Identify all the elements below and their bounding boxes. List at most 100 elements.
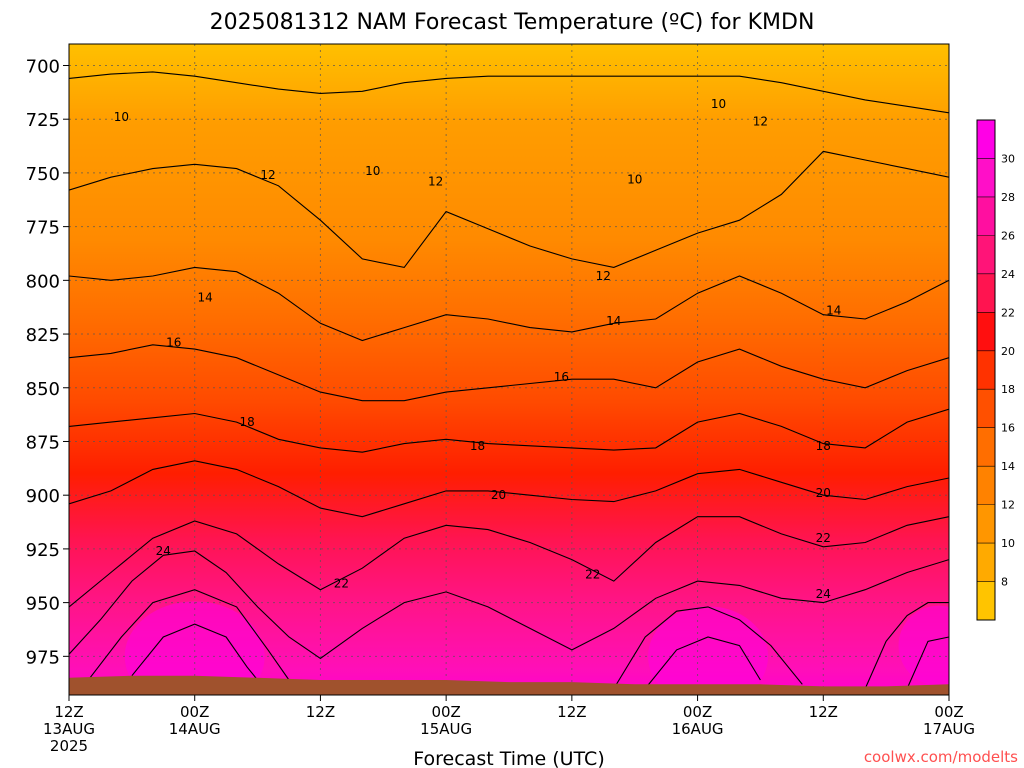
- contour-16-3: [69, 344, 949, 402]
- contour-label-10-0-1: 10: [365, 164, 380, 178]
- contour-14-2: [69, 266, 949, 342]
- y-tick-label-850: 850: [26, 379, 60, 400]
- contour-10-0: [69, 71, 949, 114]
- colorbar-band-11: [977, 158, 995, 197]
- contour-lines: [69, 71, 949, 689]
- colorbar-band-8: [977, 273, 995, 313]
- x-tick-label-48-1: 12Z: [557, 703, 586, 721]
- contour-label-16-3-0: 16: [166, 336, 181, 350]
- contour-label-14-2-0: 14: [198, 291, 213, 305]
- contour-label-10-0-2: 10: [627, 172, 642, 186]
- colorbar-band-4: [977, 427, 995, 467]
- contour-label-12-1-0: 12: [260, 168, 275, 182]
- colorbar-band-5: [977, 389, 995, 428]
- chart-title: 2025081312 NAM Forecast Temperature (ºC)…: [210, 10, 815, 35]
- y-tick-label-900: 900: [26, 486, 60, 507]
- watermark: coolwx.com/modelts: [864, 748, 1018, 766]
- x-tick-label-84-1: 00Z: [934, 703, 963, 721]
- colorbar-band-9: [977, 235, 995, 274]
- x-tick-label-36-1: 00Z: [431, 703, 460, 721]
- colorbar-band-1: [977, 543, 995, 582]
- contour-28-9: [131, 623, 259, 681]
- y-tick-label-875: 875: [26, 432, 60, 453]
- colorbar-band-6: [977, 350, 995, 390]
- contour-label-12-1-1: 12: [428, 175, 443, 189]
- contour-26-12: [864, 602, 949, 689]
- colorbar-label-14: 14: [1001, 460, 1015, 473]
- contour-label-20-5-0: 20: [491, 488, 506, 502]
- x-axis-label: Forecast Time (UTC): [413, 748, 604, 768]
- y-tick-label-775: 775: [26, 218, 60, 239]
- x-tick-label-60-2: 16AUG: [672, 720, 724, 738]
- colorbar-band-12: [977, 120, 995, 159]
- warm-core-0: [124, 601, 265, 695]
- contour-20-5: [69, 460, 949, 518]
- y-tick-label-800: 800: [26, 271, 60, 292]
- contour-label-24-7-1: 24: [816, 587, 831, 601]
- plot-area: [69, 44, 949, 695]
- contour-12-1: [69, 150, 949, 269]
- contour-label-22-6-0: 22: [334, 576, 349, 590]
- contour-label-22-6-1: 22: [585, 568, 600, 582]
- y-tick-label-950: 950: [26, 594, 60, 615]
- x-tick-label-12-2: 14AUG: [169, 720, 221, 738]
- colorbar-label-20: 20: [1001, 345, 1015, 358]
- contour-label-10-0-0: 10: [114, 110, 129, 124]
- x-tick-label-36-2: 15AUG: [420, 720, 472, 738]
- colorbar-label-18: 18: [1001, 383, 1015, 396]
- colorbar-label-30: 30: [1001, 152, 1015, 165]
- contour-label-10-0-3: 10: [711, 97, 726, 111]
- colorbar-label-10: 10: [1001, 537, 1015, 550]
- y-tick-label-925: 925: [26, 540, 60, 561]
- contour-18-4: [69, 408, 949, 453]
- warm-cores: [124, 601, 949, 695]
- colorbar-label-24: 24: [1001, 268, 1015, 281]
- colorbar-label-16: 16: [1001, 422, 1015, 435]
- contour-label-12-1-3: 12: [753, 114, 768, 128]
- contour-label-12-1-2: 12: [596, 269, 611, 283]
- contour-labels: 10 10 10 10 12 12 12 12 14 14 14 16 16 18 18 18 20 20 22 22…: [114, 97, 842, 601]
- contour-label-18-4-1: 18: [470, 439, 485, 453]
- colorbar: 8 10 12 14 16 18 20 22 24 26 28 30: [976, 119, 1015, 621]
- temperature-field: [69, 44, 949, 695]
- contour-label-22-6-2: 22: [816, 531, 831, 545]
- y-tick-label-725: 725: [26, 110, 60, 131]
- contour-label-16-3-1: 16: [554, 370, 569, 384]
- colorbar-frame: [976, 119, 996, 621]
- colorbar-label-8: 8: [1001, 576, 1008, 589]
- y-tick-label-975: 975: [26, 647, 60, 668]
- contour-26-8: [89, 589, 290, 681]
- contour-28-11: [644, 636, 761, 689]
- colorbar-band-7: [977, 312, 995, 351]
- colorbar-label-28: 28: [1001, 191, 1015, 204]
- y-axis: 700 725 750 775 800 825 850 875 900 925 950 975: [26, 56, 69, 668]
- x-tick-label-72-1: 12Z: [809, 703, 838, 721]
- x-tick-label-24-1: 12Z: [306, 703, 335, 721]
- contour-26-10: [613, 606, 803, 689]
- x-tick-label-84-2: 17AUG: [923, 720, 975, 738]
- contour-28-13: [906, 636, 949, 689]
- x-tick-label-60-1: 00Z: [683, 703, 712, 721]
- contour-label-18-4-0: 18: [239, 415, 254, 429]
- y-tick-label-700: 700: [26, 56, 60, 77]
- colorbar-band-3: [977, 466, 995, 505]
- x-tick-label-0-2: 13AUG: [43, 720, 95, 738]
- y-tick-label-750: 750: [26, 164, 60, 185]
- colorbar-label-26: 26: [1001, 229, 1015, 242]
- contour-label-20-5-1: 20: [816, 486, 831, 500]
- contour-label-14-2-1: 14: [606, 314, 621, 328]
- contour-24-7: [69, 550, 949, 660]
- warm-core-2: [898, 605, 949, 686]
- plot-frame: [68, 43, 950, 696]
- colorbar-band-0: [977, 581, 995, 620]
- contour-22-6: [69, 516, 949, 608]
- x-tick-label-0-3: 2025: [50, 737, 88, 755]
- colorbar-band-2: [977, 504, 995, 544]
- contour-label-24-7-0: 24: [156, 544, 171, 558]
- contour-label-18-4-2: 18: [816, 439, 831, 453]
- warm-core-1: [648, 606, 769, 695]
- colorbar-label-22: 22: [1001, 306, 1015, 319]
- x-tick-label-0-1: 12Z: [54, 703, 83, 721]
